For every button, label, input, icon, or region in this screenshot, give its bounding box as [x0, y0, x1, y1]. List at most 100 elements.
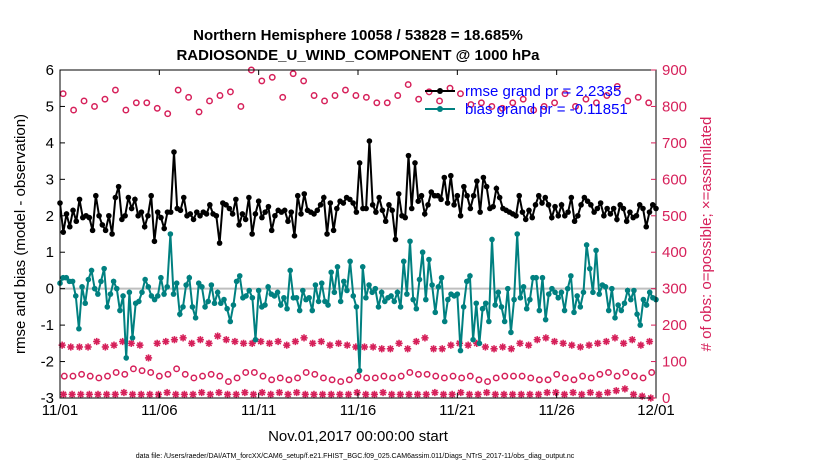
- rmse-point: [548, 214, 555, 221]
- rmse-point: [233, 196, 239, 203]
- obs_assimilated_12Z-point: [362, 390, 370, 398]
- bias-point: [136, 298, 142, 305]
- bias-point: [501, 318, 508, 325]
- obs_assimilated_12Z-point: [336, 390, 344, 398]
- obs_assimilated_00Z-point: [533, 336, 541, 344]
- bias-point: [356, 367, 363, 374]
- rmse-point: [177, 207, 184, 214]
- rmse-point: [623, 218, 630, 225]
- rmse-point: [301, 191, 308, 197]
- bias-point: [590, 289, 596, 296]
- obs_assimilated_12Z-point: [232, 390, 240, 398]
- rmse-point: [314, 207, 321, 214]
- obs_assimilated_00Z-point: [412, 337, 420, 346]
- rmse-point: [60, 229, 67, 235]
- obs_possible_12Z-point: [345, 376, 353, 384]
- bias-point: [612, 315, 618, 321]
- bias-point: [609, 285, 615, 292]
- bias-point: [400, 258, 407, 265]
- bias-point: [221, 296, 227, 303]
- rmse-point: [229, 211, 236, 217]
- obs_assimilated_00Z-point: [144, 354, 153, 362]
- rmse-point: [516, 192, 523, 199]
- bias-point: [432, 309, 439, 316]
- obs_assimilated_00Z-point: [360, 343, 369, 351]
- rmse-point: [480, 174, 487, 181]
- bias-point: [605, 307, 612, 314]
- rmse-point: [190, 216, 197, 223]
- x-tick-label: 11/11: [241, 402, 276, 419]
- chart-title: Northern Hemisphere 10058 / 53828 = 18.6…: [193, 27, 523, 44]
- rmse-point: [187, 211, 194, 217]
- rmse-point: [268, 227, 275, 234]
- bias-point: [621, 300, 628, 307]
- obs_assimilated_12Z-point: [94, 390, 102, 398]
- rmse-point: [86, 214, 93, 221]
- obs_possible_12Z-point: [501, 372, 509, 380]
- obs_assimilated_12Z-point: [77, 390, 85, 398]
- bias-point: [183, 282, 189, 288]
- bias-point: [596, 291, 603, 297]
- bias-point: [208, 282, 215, 288]
- obs_possible_12Z-point: [475, 376, 483, 384]
- obs_possible_12Z-point: [311, 370, 319, 378]
- rmse-point: [70, 207, 76, 214]
- rmse-point: [386, 202, 392, 208]
- obs_possible_00Z-point: [530, 106, 538, 114]
- obs_possible_12Z-point: [233, 374, 241, 382]
- bias-point: [158, 274, 164, 281]
- obs_assimilated_12Z-point: [439, 390, 448, 398]
- obs_assimilated_12Z-point: [68, 390, 76, 398]
- obs_possible_12Z-point: [553, 370, 561, 378]
- bias-point: [95, 291, 101, 297]
- bias-point: [366, 282, 372, 288]
- obs_possible_00Z-point: [70, 106, 78, 114]
- bias-point: [523, 305, 530, 312]
- y-tick-label-right: 0: [662, 390, 670, 407]
- rmse-point: [571, 218, 578, 225]
- obs_possible_12Z-point: [380, 372, 388, 380]
- rmse-point: [636, 202, 643, 208]
- bias-point: [429, 282, 435, 288]
- obs_assimilated_00Z-point: [326, 341, 334, 349]
- rmse-point: [109, 231, 115, 237]
- obs_assimilated_00Z-point: [447, 341, 455, 349]
- obs_assimilated_00Z-point: [490, 345, 498, 353]
- bias-point: [353, 304, 360, 310]
- bias-point: [419, 249, 426, 256]
- bias-point: [293, 294, 300, 301]
- rmse-point: [441, 174, 448, 181]
- bias-point: [154, 293, 161, 299]
- rmse-point: [321, 194, 327, 201]
- obs_assimilated_00Z-point: [602, 337, 610, 346]
- obs_assimilated_00Z-point: [421, 334, 429, 342]
- bias-point: [214, 289, 221, 296]
- obs_assimilated_12Z-point: [154, 390, 163, 398]
- obs_possible_00Z-point: [174, 86, 182, 94]
- rmse-point: [115, 183, 122, 190]
- bias-point: [511, 296, 517, 303]
- obs_possible_00Z-point: [331, 92, 339, 99]
- bias-point: [382, 298, 388, 305]
- obs_possible_00Z-point: [101, 95, 109, 103]
- bias-point: [274, 289, 281, 296]
- obs_assimilated_00Z-point: [395, 339, 403, 347]
- obs_assimilated_12Z-point: [258, 388, 266, 397]
- obs_assimilated_00Z-point: [205, 339, 213, 347]
- obs_assimilated_12Z-point: [621, 385, 629, 393]
- obs_possible_12Z-point: [242, 369, 250, 376]
- rmse-point: [402, 214, 409, 221]
- obs_possible_00Z-point: [268, 73, 276, 81]
- bias-point: [120, 293, 126, 299]
- obs_assimilated_00Z-point: [628, 336, 636, 344]
- bias-point: [577, 304, 584, 310]
- obs_possible_12Z-point: [466, 372, 474, 380]
- obs_assimilated_00Z-point: [214, 332, 222, 340]
- obs_assimilated_00Z-point: [179, 334, 187, 342]
- rmse-point: [272, 212, 278, 219]
- bias-point: [514, 231, 521, 237]
- bias-point: [539, 274, 546, 281]
- rmse-point: [558, 202, 565, 208]
- bias-point: [189, 304, 196, 310]
- rmse-point: [454, 192, 461, 199]
